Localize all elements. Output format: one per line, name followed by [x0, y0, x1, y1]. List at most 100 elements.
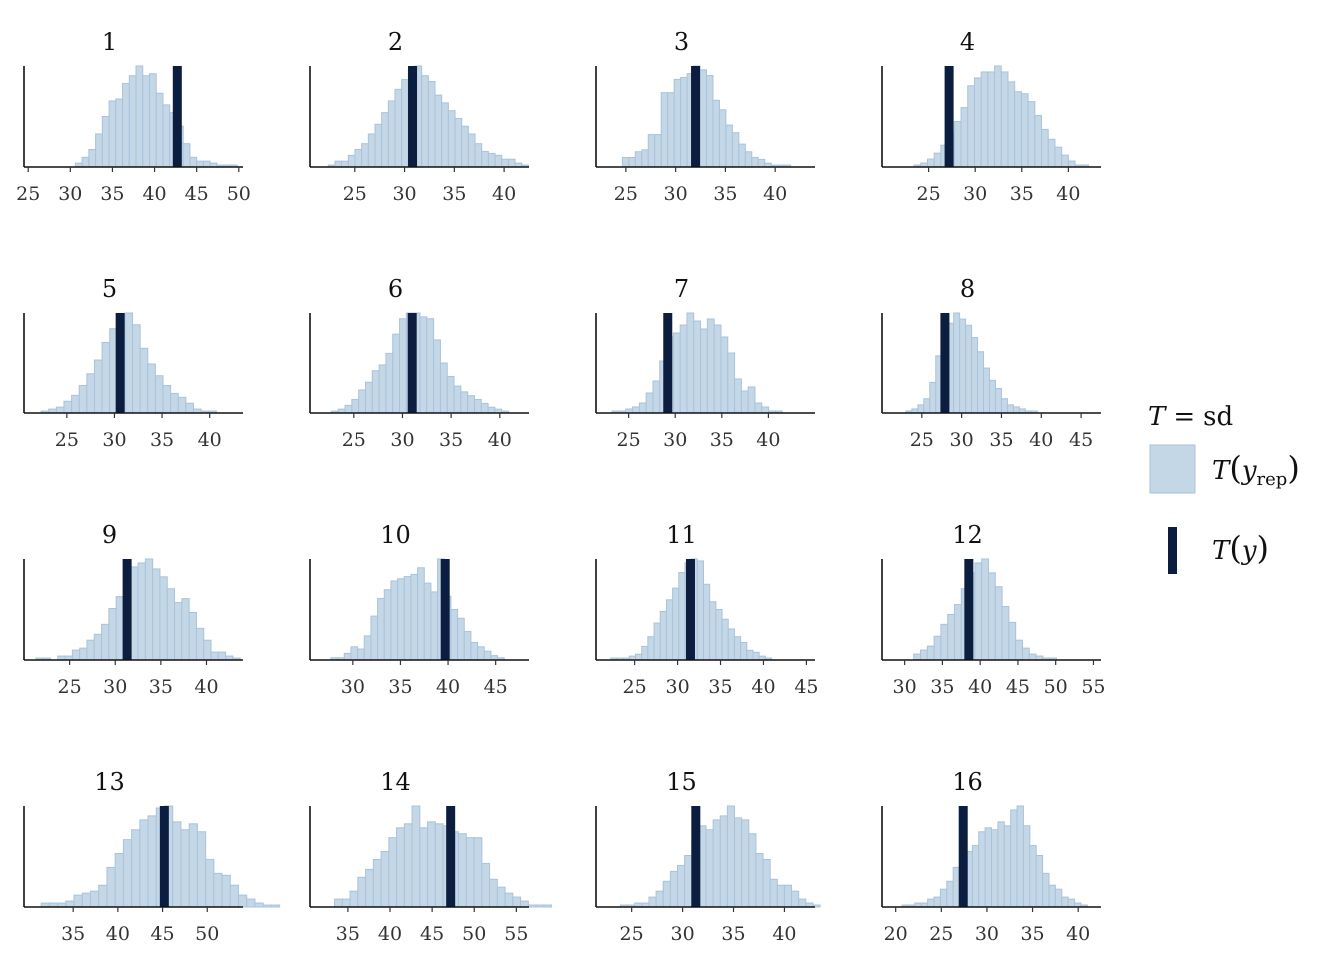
panel-10: 30 35 40 45 10	[309, 521, 529, 698]
observed-stat-line	[964, 559, 974, 660]
histogram-bar	[1014, 91, 1022, 168]
histogram-bar	[387, 100, 396, 168]
histogram-bar	[483, 650, 492, 661]
x-tick-label: 35	[150, 429, 174, 451]
histogram-bar	[527, 904, 537, 908]
histogram-bar	[751, 156, 759, 168]
legend-rep-label: T(yrep)	[1212, 449, 1300, 490]
histogram-bar	[457, 617, 465, 661]
panel-9: 25 30 35 40 9	[23, 521, 243, 698]
histogram-bar	[987, 71, 996, 168]
histogram-bar	[350, 646, 359, 661]
histogram-bar	[135, 65, 144, 168]
x-tick-label: 40	[968, 676, 992, 698]
histogram-bar	[696, 560, 705, 661]
histogram-bar	[762, 858, 771, 908]
histogram-bar	[747, 386, 756, 414]
histogram-bar	[426, 318, 435, 414]
histogram-bar	[754, 402, 763, 414]
x-tick-label: 25	[342, 429, 366, 451]
histogram-bar	[152, 568, 161, 661]
histogram-bar	[543, 904, 553, 908]
histogram-bar	[221, 874, 231, 908]
x-tick-label: 30	[58, 183, 82, 205]
histogram-bar	[114, 853, 124, 908]
histogram-bar	[927, 898, 935, 908]
x-tick-label: 40	[1029, 429, 1053, 451]
histogram-bar	[1028, 653, 1037, 661]
histogram-bar	[669, 870, 678, 908]
histogram-bar	[1042, 872, 1050, 908]
histogram-bar	[401, 79, 409, 168]
histogram-bar	[989, 379, 996, 414]
histogram-bar	[380, 851, 390, 908]
histogram-bar	[229, 884, 240, 908]
histogram-bar	[740, 390, 749, 414]
x-tick-label: 40	[763, 183, 787, 205]
histogram-bar	[659, 610, 667, 661]
histogram-bar	[399, 318, 407, 414]
panel-title: 6	[388, 275, 403, 303]
histogram-bar	[238, 894, 248, 908]
histogram-bar	[439, 362, 448, 414]
histogram-bar	[122, 82, 130, 168]
histogram-bar	[783, 884, 793, 908]
x-tick-label: 30	[341, 676, 365, 698]
histogram-bar	[978, 831, 986, 908]
histogram-bar	[653, 622, 661, 661]
histogram-bar	[727, 352, 736, 414]
histogram-bar	[65, 900, 75, 908]
legend-obs-swatch	[1168, 527, 1177, 574]
x-tick-label: 40	[198, 429, 222, 451]
panel-title: 7	[674, 275, 689, 303]
histogram-bar	[403, 576, 412, 661]
histogram-bar	[344, 404, 353, 414]
histogram-bar	[1008, 621, 1017, 661]
histogram-bar	[1035, 855, 1044, 908]
histogram-bar	[672, 332, 681, 414]
histogram-bar	[385, 352, 394, 414]
histogram-bar	[520, 900, 529, 908]
histogram-bar	[372, 858, 382, 908]
observed-stat-line	[940, 313, 950, 413]
histogram-bar	[467, 395, 475, 414]
histogram-bar	[798, 898, 807, 908]
histogram-bar	[354, 149, 363, 168]
histogram-bar	[101, 116, 110, 168]
histogram-bar	[195, 627, 205, 661]
x-tick-label: 35	[442, 183, 466, 205]
histogram-bar	[189, 156, 198, 168]
histogram-bar	[95, 133, 103, 168]
histogram-bar	[78, 385, 88, 414]
histogram-bar	[181, 598, 190, 661]
histogram-bar	[124, 312, 134, 414]
x-tick-label: 40	[492, 183, 516, 205]
histogram-bar	[700, 328, 708, 414]
histogram-bar	[461, 125, 469, 168]
legend-rep-swatch	[1149, 444, 1196, 494]
x-tick-label: 40	[1066, 923, 1090, 945]
histogram-bar	[154, 375, 164, 414]
histogram-bar	[748, 833, 757, 908]
histogram-bar	[132, 324, 141, 414]
histogram-bar	[507, 158, 516, 168]
histogram-bar	[706, 75, 714, 168]
histogram-bar	[959, 318, 967, 414]
histogram-bar	[1041, 128, 1049, 168]
x-tick-label: 45	[484, 676, 508, 698]
histogram-bar	[63, 400, 73, 414]
histogram-bar	[713, 324, 722, 414]
histogram-bar	[480, 402, 489, 414]
observed-stat-line	[685, 559, 695, 660]
histogram-bar	[679, 324, 688, 414]
histogram-bar	[481, 862, 491, 908]
histogram-bar	[734, 378, 742, 414]
histogram-bar	[357, 876, 367, 908]
histogram-bar	[86, 639, 95, 661]
histogram-bar	[535, 904, 545, 908]
histogram-bar	[371, 370, 380, 414]
histogram-bar	[370, 615, 379, 661]
histogram-bar	[246, 898, 256, 908]
histogram-bar	[647, 636, 655, 661]
histogram-bar	[501, 158, 509, 168]
